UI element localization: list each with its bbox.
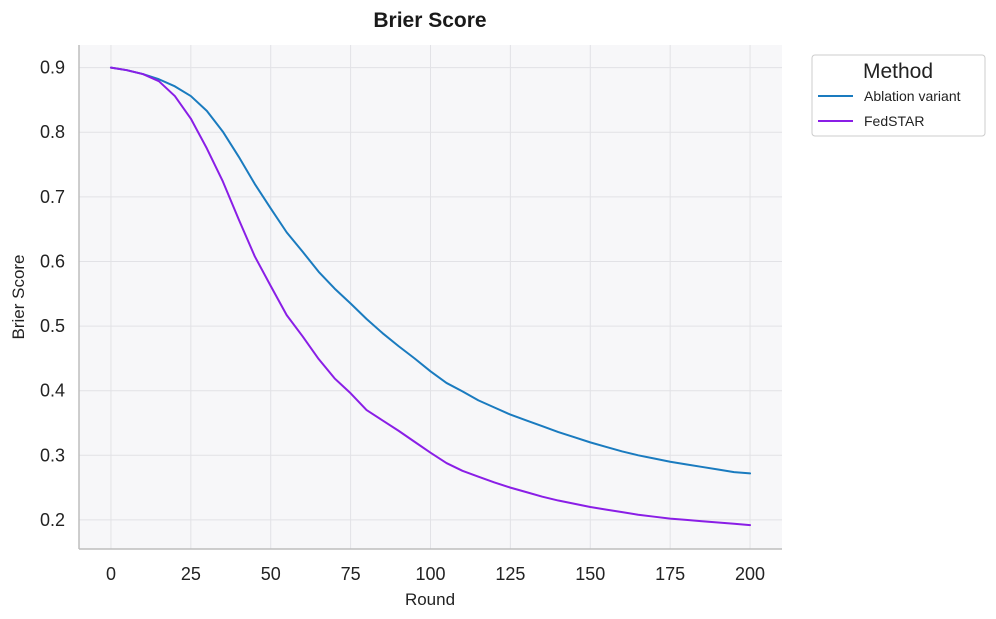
x-tick-label: 75	[341, 564, 361, 584]
series-lines	[109, 66, 752, 527]
y-tick-label: 0.4	[40, 381, 65, 401]
chart-title: Brier Score	[373, 9, 486, 32]
legend-box	[811, 54, 986, 137]
series-line-fedstar	[109, 66, 752, 527]
y-axis-label: Brier Score	[9, 254, 28, 339]
grid-lines	[79, 45, 782, 549]
x-tick-label: 125	[495, 564, 525, 584]
x-tick-label: 200	[735, 564, 765, 584]
legend-label-ablation-variant: Ablation variant	[864, 88, 961, 104]
legend-label-fedstar: FedSTAR	[864, 113, 924, 129]
x-tick-label: 0	[106, 564, 116, 584]
x-tick-label: 100	[415, 564, 445, 584]
y-tick-label: 0.6	[40, 251, 65, 271]
x-axis-label: Round	[405, 590, 455, 609]
y-tick-label: 0.8	[40, 122, 65, 142]
x-tick-label: 150	[575, 564, 605, 584]
x-tick-label: 25	[181, 564, 201, 584]
y-tick-label: 0.5	[40, 316, 65, 336]
series-line-ablation-variant	[109, 66, 752, 475]
y-tick-label: 0.9	[40, 58, 65, 78]
y-tick-label: 0.3	[40, 445, 65, 465]
y-tick-labels: 0.2 0.3 0.4 0.5 0.6 0.7 0.8 0.9	[40, 58, 65, 530]
y-tick-label: 0.7	[40, 187, 65, 207]
x-tick-label: 175	[655, 564, 685, 584]
x-tick-labels: 0 25 50 75 100 125 150 175 200	[106, 564, 765, 584]
y-tick-label: 0.2	[40, 510, 65, 530]
x-tick-label: 50	[261, 564, 281, 584]
legend-title: Method	[863, 60, 933, 83]
legend: Method Ablation variant FedSTAR	[811, 54, 986, 137]
